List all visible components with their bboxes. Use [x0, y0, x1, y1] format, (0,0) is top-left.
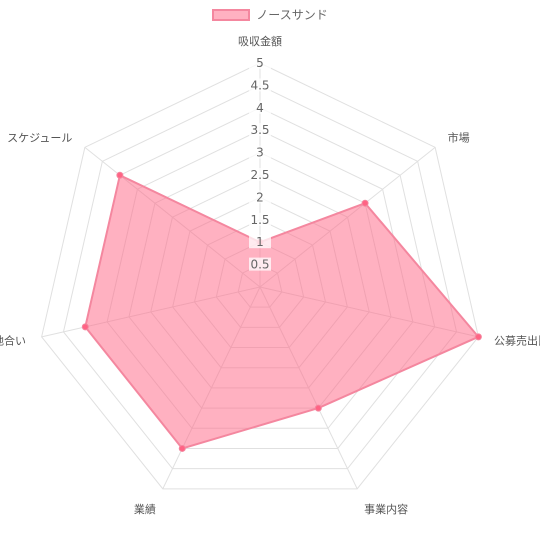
tick-label-bg — [249, 235, 271, 249]
data-point — [361, 199, 369, 207]
tick-label: 2 — [256, 190, 264, 204]
axis-label: 市場 — [448, 130, 470, 144]
axis-label: 地合い — [0, 333, 26, 347]
data-point — [81, 323, 89, 331]
tick-label-bg — [249, 145, 271, 159]
data-point — [314, 404, 322, 412]
data-point — [116, 171, 124, 179]
tick-label: 5 — [256, 56, 264, 70]
tick-label: 4 — [256, 101, 264, 115]
tick-label-bg — [249, 123, 271, 137]
series-area — [84, 173, 481, 450]
tick-label: 1.5 — [250, 213, 269, 227]
tick-label: 2.5 — [250, 168, 269, 182]
axis-label: 吸収金額 — [238, 34, 282, 48]
tick-label: 3 — [256, 146, 264, 160]
tick-label-bg — [249, 56, 271, 69]
tick-label: 3.5 — [250, 123, 269, 137]
axis-label: 業績 — [134, 502, 156, 516]
grid-ring — [41, 62, 479, 490]
tick-label-bg — [249, 168, 271, 181]
axis-label: 公募売出比 — [494, 333, 540, 347]
tick-label-bg — [249, 190, 271, 204]
axis-label: 事業内容 — [364, 502, 408, 516]
legend[interactable]: ノースサンド — [0, 6, 540, 23]
tick-label-bg — [249, 212, 271, 226]
grid-ring — [62, 84, 458, 470]
axis-label: スケジュール — [7, 131, 72, 144]
tick-label-bg — [249, 100, 271, 114]
tick-label: 4.5 — [250, 78, 269, 92]
tick-label: 1 — [256, 235, 264, 249]
tick-label-bg — [249, 78, 271, 92]
legend-label: ノースサンド — [256, 8, 328, 22]
data-point — [474, 333, 482, 341]
tick-label: 0.5 — [250, 258, 269, 272]
legend-swatch — [212, 8, 251, 21]
tick-label-bg — [249, 257, 271, 271]
data-point — [178, 444, 186, 452]
